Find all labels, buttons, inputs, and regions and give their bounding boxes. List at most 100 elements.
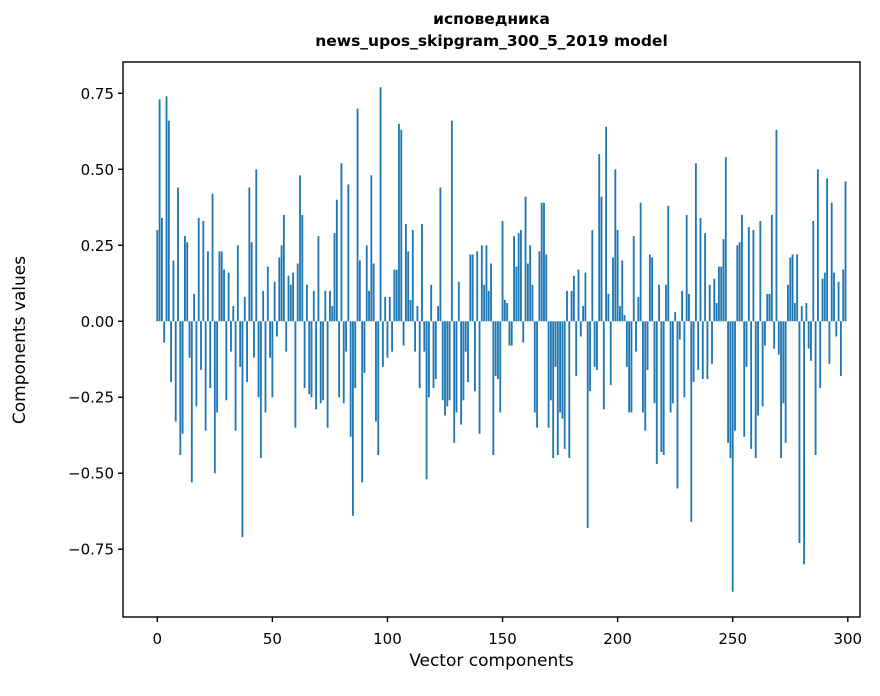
bar [310,321,313,398]
bar [340,163,343,322]
bar [644,321,647,431]
bar [722,239,725,322]
bar [354,321,357,389]
bar [545,254,548,322]
y-tick-label: 0.25 [81,237,114,255]
bar [492,321,495,455]
bar [391,321,393,352]
bar [503,299,506,322]
bar [462,321,465,401]
bar [292,272,295,322]
bar [598,154,601,322]
bar [450,120,453,322]
bar [619,306,621,322]
bar [524,196,527,322]
bar [326,321,329,428]
bar [800,306,803,322]
bar [621,260,624,322]
bar [844,181,847,322]
bar [480,245,483,322]
bar [375,321,377,422]
bar [842,269,845,322]
bar [552,321,555,459]
bar [262,290,265,322]
bar [329,290,331,322]
bar [796,254,799,322]
bar [745,321,748,367]
bar [812,220,815,322]
bar [605,126,608,322]
bar [464,321,467,352]
bar [711,321,713,364]
bar [543,202,545,322]
bar [174,321,177,422]
bar [591,230,594,322]
bar [333,233,336,322]
bar [678,321,681,340]
bar [572,275,575,322]
bar [826,178,829,322]
y-tick-label: 0.00 [81,313,114,331]
bar [453,321,456,443]
bar [372,263,375,322]
bar [474,321,476,392]
bar [409,299,412,322]
bar [671,321,674,404]
bar [160,217,163,322]
bar [448,321,451,401]
bar [807,321,810,349]
bar [676,321,679,489]
bar [365,245,368,322]
bar [741,214,743,322]
bar [586,321,589,528]
bar [437,306,440,322]
bar [648,254,651,322]
bar [830,202,833,322]
bar [690,321,693,522]
bar [455,321,458,413]
bar [490,263,492,322]
bar [805,303,808,322]
bar [517,233,520,322]
bar [653,321,656,404]
bar [347,184,350,322]
bar [400,129,403,322]
bar [282,214,285,322]
bar [361,321,364,483]
bar [708,284,711,322]
bar [368,290,370,322]
bar [642,321,644,413]
bar [195,321,198,407]
bar [312,290,315,322]
bar [683,321,686,398]
bar [780,321,782,459]
bar [434,321,437,380]
bar [819,321,822,389]
bar [607,293,610,322]
bar [259,321,262,459]
bar [439,187,442,322]
bar [538,251,541,322]
bar [566,290,568,322]
bar [158,99,161,322]
bar [446,321,449,407]
bar [197,217,200,322]
bar [589,321,591,392]
bar [384,296,387,322]
bar [273,281,276,322]
x-tick-label: 50 [263,630,282,648]
bar [579,321,582,337]
bar [494,321,497,376]
x-tick-label: 100 [373,630,402,648]
bar [556,321,559,455]
bar [418,321,421,389]
chart-title-model: news_upos_skipgram_300_5_2019 model [315,32,668,50]
bar [754,321,757,459]
bars-group [156,87,847,592]
x-tick-label: 300 [833,630,862,648]
bar [218,251,221,322]
bar [276,321,278,337]
bar [230,321,232,352]
y-axis-label: Components values [10,255,30,425]
